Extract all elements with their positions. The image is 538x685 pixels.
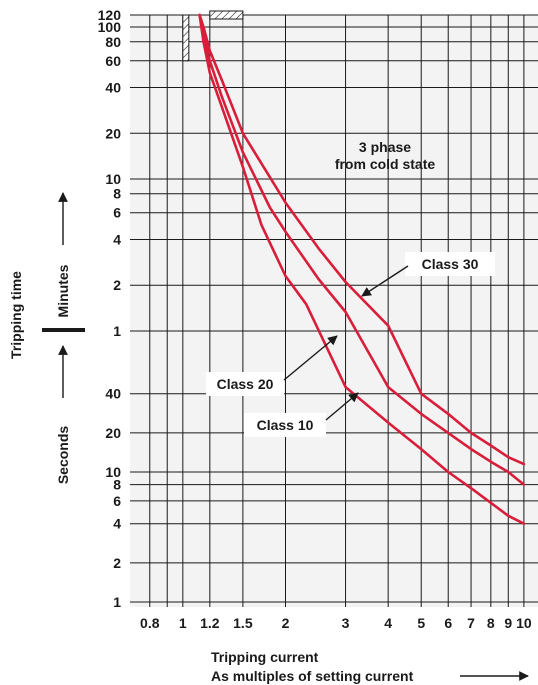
- x-tick-label: 4: [384, 615, 392, 631]
- y-tick-label-minutes: 6: [113, 205, 121, 221]
- x-tick-label: 1.2: [200, 615, 220, 631]
- x-tick-label: 8: [487, 615, 495, 631]
- x-tick-label: 2: [282, 615, 290, 631]
- x-tick-label: 3: [342, 615, 350, 631]
- y-tick-label-minutes: 10: [105, 171, 121, 187]
- y-tick-label-minutes: 4: [113, 231, 121, 247]
- plot-area: [130, 15, 538, 607]
- hatched-markers: [182, 10, 244, 62]
- y-tick-label-seconds: 6: [113, 493, 121, 509]
- x-axis-sublabel: As multiples of setting current: [211, 668, 414, 684]
- x-tick-label: 10: [516, 615, 532, 631]
- class-10-label-box: [244, 413, 326, 437]
- class-10-arrow: [325, 392, 359, 421]
- class-20-label-box: [206, 372, 284, 396]
- axis-labels: Tripping time Minutes Seconds Tripping curr…: [8, 192, 529, 684]
- y-tick-label-minutes: 100: [98, 19, 122, 35]
- y-axis-label: Tripping time: [8, 271, 24, 359]
- class-30-label-box: [405, 252, 495, 276]
- curve-class-20: [198, 13, 526, 486]
- y-tick-label-minutes: 20: [105, 125, 121, 141]
- x-axis-label: Tripping current: [211, 649, 319, 665]
- y-tick-label-seconds: 1: [113, 594, 121, 610]
- y-tick-label-minutes: 1: [113, 323, 121, 339]
- y-unit-seconds: Seconds: [55, 426, 71, 485]
- x-tick-label: 1.5: [233, 615, 253, 631]
- y-tick-label-minutes: 2: [113, 277, 121, 293]
- y-tick-label-minutes: 8: [113, 186, 121, 202]
- y-tick-label-minutes: 40: [105, 80, 121, 96]
- y-tick-label-minutes: 120: [98, 7, 122, 23]
- y-tick-label-seconds: 10: [105, 464, 121, 480]
- unit-separator-bar: [42, 328, 85, 332]
- x-tick-label: 7: [467, 615, 475, 631]
- y-tick-label-minutes: 60: [105, 53, 121, 69]
- annotation-line-1: 3 phase: [359, 139, 411, 155]
- tick-labels: 0.8 1 1.2 1.5 2 3 4 5 6 7 8 9 1012010080604020108642…: [98, 7, 532, 631]
- class-20-label: Class 20: [217, 376, 274, 392]
- annotation-line-2: from cold state: [335, 156, 436, 172]
- x-tick-label: 0.8: [140, 615, 160, 631]
- y-tick-label-seconds: 20: [105, 425, 121, 441]
- y-tick-label-seconds: 4: [113, 516, 121, 532]
- class-20-arrow: [283, 335, 338, 381]
- hatch-marker-vertical: [182, 14, 190, 62]
- x-tick-label: 9: [504, 615, 512, 631]
- y-tick-label-seconds: 8: [113, 477, 121, 493]
- y-tick-label-seconds: 40: [105, 386, 121, 402]
- y-unit-minutes: Minutes: [55, 264, 71, 317]
- y-tick-label-minutes: 80: [105, 34, 121, 50]
- x-tick-label: 6: [444, 615, 452, 631]
- x-tick-label: 1: [179, 615, 187, 631]
- y-tick-label-seconds: 2: [113, 555, 121, 571]
- class-10-label: Class 10: [257, 417, 314, 433]
- hatch-marker-horizontal: [209, 10, 244, 20]
- x-tick-label: 5: [417, 615, 425, 631]
- grid: [130, 14, 538, 607]
- curve-class-30: [198, 13, 526, 466]
- class-30-label: Class 30: [422, 256, 479, 272]
- class-30-arrow: [361, 265, 409, 297]
